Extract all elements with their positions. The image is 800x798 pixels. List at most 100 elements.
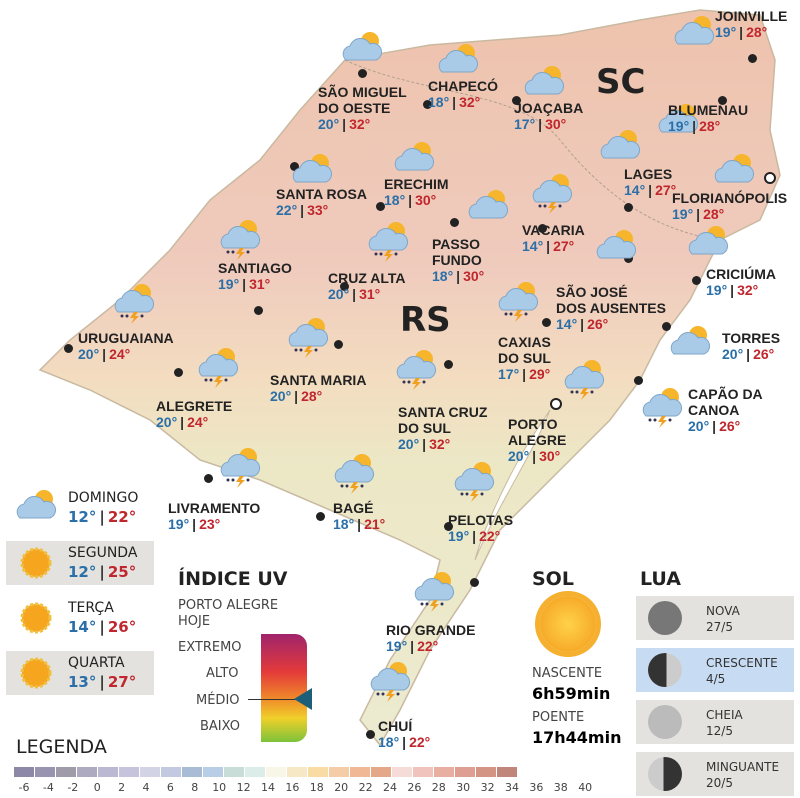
min-temp: 20°	[270, 388, 292, 404]
uv-level-medio: MÉDIO	[196, 693, 240, 708]
partly-cloudy-icon	[686, 222, 730, 262]
moon-icon	[648, 601, 682, 635]
city-name: SÃO MIGUEL DO OESTE	[318, 84, 407, 116]
city-name: CRUZ ALTA	[328, 270, 406, 286]
min-temp: 22°	[276, 202, 298, 218]
sun-icon	[14, 596, 58, 644]
legend-swatch	[161, 767, 181, 777]
city-label: TORRES 20° | 26°	[722, 330, 781, 362]
city-marker	[512, 96, 521, 105]
city-label: VACARIA 14° | 27°	[522, 222, 585, 254]
max-temp: 24°	[187, 414, 209, 430]
max-temp: 25°	[107, 563, 137, 581]
legend-swatch	[35, 767, 55, 777]
moon-phase-name: CHEIA	[706, 708, 743, 722]
moon-title: LUA	[640, 568, 681, 590]
city-label: CAXIAS DO SUL 17° | 29°	[498, 334, 551, 382]
forecast-day-name: TERÇA	[68, 600, 114, 616]
min-temp: 14°	[68, 618, 97, 636]
city-marker	[64, 344, 73, 353]
max-temp: 21°	[364, 516, 386, 532]
min-temp: 18°	[428, 94, 450, 110]
city-marker	[444, 360, 453, 369]
city-marker	[718, 96, 727, 105]
city-name: BAGÉ	[333, 500, 374, 516]
state-label-rs: RS	[400, 300, 451, 340]
city-label: PORTO ALEGRE 20° | 30°	[508, 416, 567, 464]
min-temp: 18°	[384, 192, 406, 208]
moon-phase-name: CRESCENTE	[706, 656, 778, 670]
min-temp: 19°	[218, 276, 240, 292]
legend-tick: 40	[578, 781, 593, 794]
max-temp: 32°	[349, 116, 371, 132]
legend-tick: 12	[236, 781, 251, 794]
min-temp: 20°	[328, 286, 350, 302]
city-label: BLUMENAU 19° | 28°	[668, 102, 749, 134]
max-temp: 24°	[109, 346, 131, 362]
uv-level-extremo: EXTREMO	[178, 640, 242, 655]
moon-phase: CRESCENTE 4/5	[636, 648, 794, 692]
city-name: VACARIA	[522, 222, 585, 238]
city-marker	[254, 306, 263, 315]
legend-tick: 22	[358, 781, 373, 794]
city-name: PELOTAS	[448, 512, 514, 528]
legend-tick: 34	[505, 781, 519, 794]
min-temp: 18°	[432, 268, 454, 284]
city-name: SÃO JOSÉ DOS AUSENTES	[556, 284, 666, 316]
max-temp: 30°	[545, 116, 567, 132]
city-label: ALEGRETE 20° | 24°	[156, 398, 233, 430]
moon-phase-date: 4/5	[706, 672, 726, 686]
city-marker	[542, 318, 551, 327]
min-temp: 20°	[688, 418, 710, 434]
min-temp: 20°	[318, 116, 340, 132]
partly-cloudy-icon	[340, 28, 384, 68]
forecast-day-name: SEGUNDA	[68, 545, 138, 561]
city-marker	[764, 172, 776, 184]
legend-tick: 24	[383, 781, 397, 794]
city-label: URUGUAIANA 20° | 24°	[78, 330, 174, 362]
storm-icon	[562, 356, 606, 400]
max-temp: 32°	[429, 436, 451, 452]
partly-cloudy-icon	[436, 40, 480, 80]
min-temp: 19°	[448, 528, 470, 544]
partly-cloudy-icon	[466, 186, 510, 226]
max-temp: 27°	[107, 673, 137, 691]
max-temp: 30°	[539, 448, 561, 464]
city-marker	[450, 218, 459, 227]
legend-swatch	[455, 767, 475, 777]
moon-phase-date: 20/5	[706, 776, 733, 790]
max-temp: 29°	[529, 366, 551, 382]
partly-cloudy-icon	[712, 150, 756, 190]
min-temp: 20°	[508, 448, 530, 464]
moon-icon	[648, 705, 682, 739]
city-name: SANTA MARIA	[270, 372, 367, 388]
min-temp: 13°	[68, 673, 97, 691]
min-temp: 20°	[78, 346, 100, 362]
city-name: ERECHIM	[384, 176, 449, 192]
legend-tick: 2	[118, 781, 126, 794]
moon-phase-name: NOVA	[706, 604, 740, 618]
city-marker	[538, 224, 547, 233]
storm-icon	[496, 278, 540, 322]
partly-cloudy-icon	[392, 138, 436, 178]
city-name: PASSO FUNDO	[432, 236, 482, 268]
moon-phase-date: 27/5	[706, 620, 733, 634]
partly-cloudy-icon	[594, 226, 638, 266]
city-label: ERECHIM 18° | 30°	[384, 176, 449, 208]
city-label: SANTIAGO 19° | 31°	[218, 260, 292, 292]
legend-swatch	[497, 767, 517, 777]
legend-swatch	[182, 767, 202, 777]
forecast-day: SEGUNDA 12° | 25°	[6, 541, 154, 585]
min-temp: 14°	[556, 316, 578, 332]
partly-cloudy-icon	[522, 62, 566, 102]
legend-tick: 32	[480, 781, 495, 794]
city-label: CRICIÚMA 19° | 32°	[706, 266, 776, 298]
min-temp: 19°	[668, 118, 690, 134]
city-label: SÃO JOSÉ DOS AUSENTES 14° | 26°	[556, 284, 666, 332]
city-name: CRICIÚMA	[706, 266, 776, 282]
forecast-day-name: QUARTA	[68, 655, 125, 671]
legend-tick: -4	[42, 781, 54, 794]
moon-phase-name: MINGUANTE	[706, 760, 780, 774]
max-temp: 27°	[655, 182, 677, 198]
